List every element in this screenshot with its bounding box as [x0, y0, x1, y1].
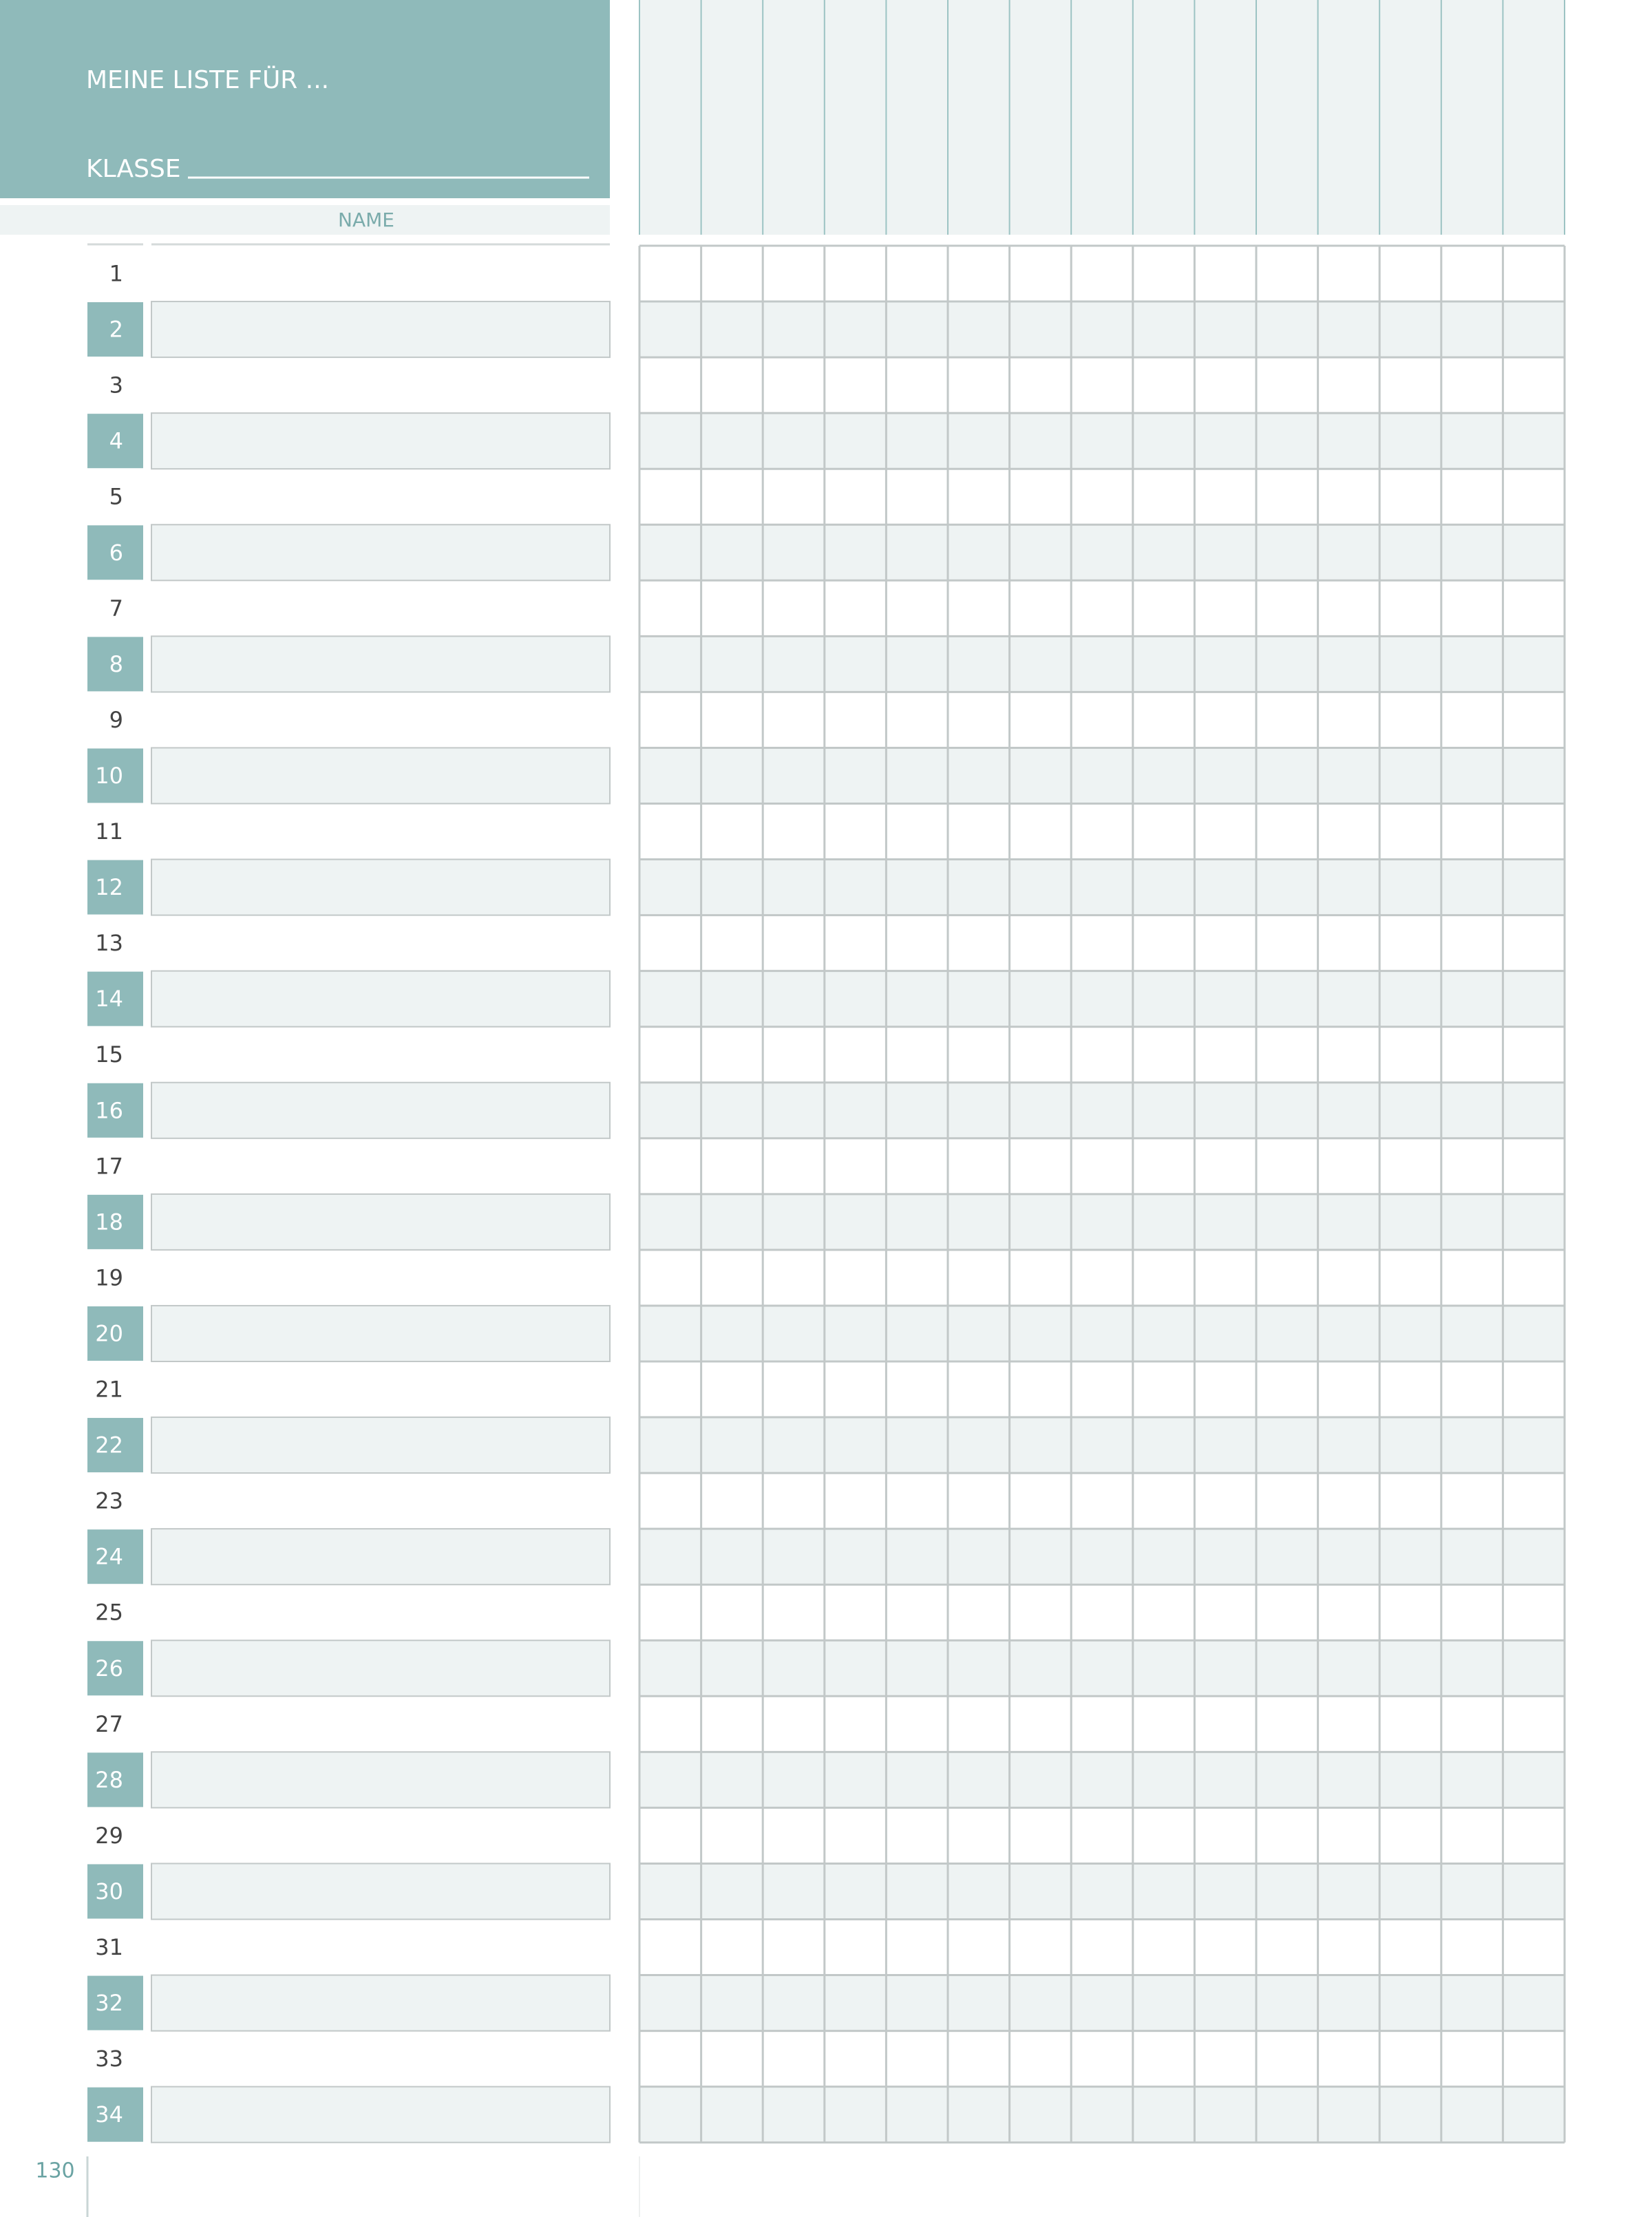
grid-lines — [87, 243, 1566, 2144]
row-number: 27 — [95, 1711, 123, 1737]
name-cell — [151, 858, 611, 916]
number-box — [87, 525, 143, 580]
row-number: 16 — [95, 1097, 123, 1123]
row-number: 13 — [95, 930, 123, 956]
row-number: 15 — [95, 1041, 123, 1068]
row-number: 10 — [95, 763, 123, 789]
name-cell — [151, 301, 611, 359]
name-cell — [151, 1974, 611, 2032]
grid-row-band — [639, 413, 1565, 469]
number-box — [87, 302, 143, 357]
row-number: 29 — [95, 1823, 123, 1849]
page-number: 130 — [35, 2159, 74, 2183]
number-box — [87, 1641, 143, 1696]
row-number: 30 — [95, 1878, 123, 1905]
row-number: 8 — [109, 651, 123, 677]
grid-row-band — [639, 1082, 1565, 1138]
grid-row-band — [639, 1417, 1565, 1474]
number-box — [87, 748, 143, 803]
row-number: 1 — [109, 261, 123, 287]
name-cell — [151, 1751, 611, 1809]
row-number: 25 — [95, 1600, 123, 1626]
number-box — [87, 2087, 143, 2142]
grid-row-band — [639, 1752, 1565, 1808]
grid-row-band — [639, 2086, 1565, 2143]
row-number: 21 — [95, 1377, 123, 1403]
number-box — [87, 1194, 143, 1249]
row-number: 24 — [95, 1544, 123, 1570]
row-number: 23 — [95, 1488, 123, 1514]
number-box — [87, 637, 143, 692]
number-box — [87, 1529, 143, 1584]
row-number: 20 — [95, 1320, 123, 1346]
row-number: 33 — [95, 2046, 123, 2072]
number-box — [87, 414, 143, 469]
grid-row-band — [639, 747, 1565, 804]
number-box — [87, 1083, 143, 1138]
row-number: 28 — [95, 1767, 123, 1793]
class-label: KLASSE — [86, 155, 181, 183]
number-box — [87, 1418, 143, 1473]
grid-row-band — [639, 636, 1565, 692]
row-number: 18 — [95, 1209, 123, 1235]
name-cell — [151, 970, 611, 1028]
name-cell — [151, 635, 611, 693]
name-header: NAME — [338, 209, 394, 231]
name-cell — [151, 1640, 611, 1697]
name-cell — [151, 1417, 611, 1474]
grid-row-band — [639, 1305, 1565, 1361]
row-number: 12 — [95, 874, 123, 900]
row-number: 9 — [109, 707, 123, 733]
row-number: 14 — [95, 986, 123, 1012]
name-cell — [151, 524, 611, 582]
row-number: 26 — [95, 1655, 123, 1682]
name-cell — [151, 412, 611, 470]
rows: 1234567891011121314151617181920212223242… — [87, 261, 1565, 2143]
header-box — [0, 0, 610, 198]
row-number: 3 — [109, 372, 123, 399]
row-number: 19 — [95, 1264, 123, 1291]
name-cell — [151, 1863, 611, 1920]
grid-row-band — [639, 1640, 1565, 1697]
row-number: 32 — [95, 1990, 123, 2016]
grid-row-band — [639, 1975, 1565, 2031]
grid-row-band — [639, 1863, 1565, 1920]
row-number: 34 — [95, 2101, 123, 2128]
name-cell — [151, 747, 611, 805]
row-number: 7 — [109, 595, 123, 622]
name-cell — [151, 1528, 611, 1586]
row-number: 6 — [109, 540, 123, 566]
grid-row-band — [639, 524, 1565, 581]
grid-row-band — [639, 301, 1565, 358]
number-box — [87, 1975, 143, 2030]
row-number: 5 — [109, 484, 123, 510]
row-number: 31 — [95, 1934, 123, 1960]
row-number: 17 — [95, 1153, 123, 1179]
number-box — [87, 1306, 143, 1361]
grid-row-band — [639, 970, 1565, 1027]
number-box — [87, 860, 143, 915]
row-number: 4 — [109, 428, 123, 454]
grid-header — [639, 0, 1565, 235]
number-box — [87, 1752, 143, 1807]
header-title: MEINE LISTE FÜR ... — [86, 65, 329, 94]
row-number: 22 — [95, 1432, 123, 1458]
number-box — [87, 971, 143, 1026]
grid-row-band — [639, 1194, 1565, 1250]
name-header-band — [0, 205, 610, 235]
grid-header-band — [639, 0, 1565, 235]
row-number: 2 — [109, 317, 123, 343]
name-cell — [151, 1193, 611, 1251]
grid-row-band — [639, 1529, 1565, 1585]
name-cell — [151, 1081, 611, 1139]
number-box — [87, 1864, 143, 1919]
row-number: 11 — [95, 818, 123, 845]
grid-row-band — [639, 859, 1565, 915]
name-cell — [151, 2086, 611, 2143]
name-cell — [151, 1304, 611, 1362]
